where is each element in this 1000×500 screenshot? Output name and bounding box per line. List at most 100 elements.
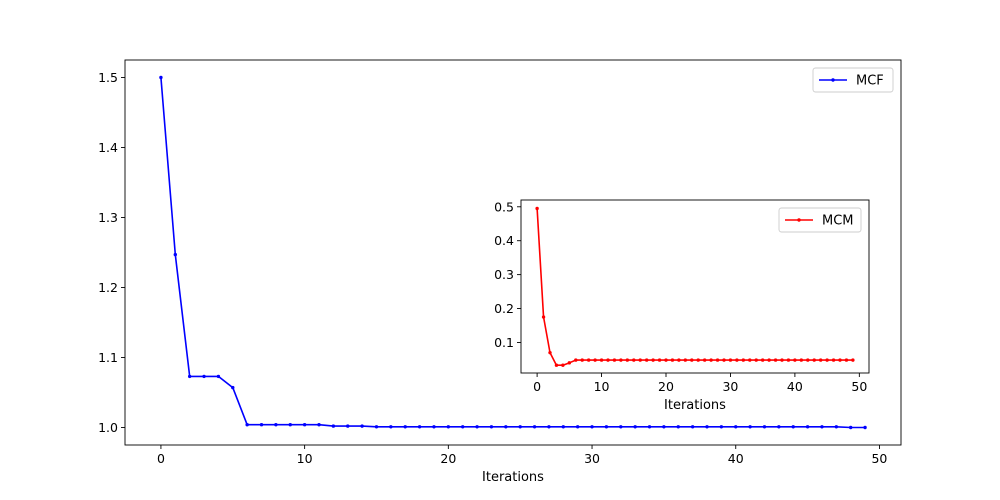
x-tick-label: 20 bbox=[440, 451, 456, 466]
data-point bbox=[632, 358, 636, 362]
data-point bbox=[202, 374, 206, 379]
data-point bbox=[259, 423, 264, 427]
data-point bbox=[612, 358, 617, 362]
data-point bbox=[331, 424, 336, 428]
data-point bbox=[793, 358, 797, 362]
data-point bbox=[741, 358, 746, 362]
data-point bbox=[599, 358, 604, 362]
x-axis-label: Iterations bbox=[664, 398, 726, 413]
data-point bbox=[760, 358, 765, 362]
data-point bbox=[709, 358, 713, 362]
data-point bbox=[288, 423, 292, 427]
data-point bbox=[825, 358, 829, 362]
data-point bbox=[302, 423, 307, 427]
data-point bbox=[791, 425, 795, 429]
y-tick-label: 0.4 bbox=[494, 233, 514, 248]
data-point bbox=[719, 425, 724, 429]
data-point bbox=[799, 358, 804, 362]
data-point bbox=[696, 358, 700, 362]
legend-box bbox=[812, 67, 894, 93]
legend-label: MCF bbox=[856, 74, 884, 89]
data-point bbox=[806, 358, 810, 362]
data-point bbox=[844, 358, 849, 362]
data-point bbox=[548, 350, 552, 355]
data-point bbox=[317, 423, 321, 427]
data-point bbox=[606, 358, 610, 362]
x-tick-label: 40 bbox=[787, 379, 803, 394]
data-point bbox=[670, 358, 675, 362]
data-point bbox=[518, 425, 522, 429]
x-tick-label: 0 bbox=[533, 379, 541, 394]
data-point bbox=[586, 358, 591, 362]
y-tick-label: 0.1 bbox=[494, 335, 514, 350]
y-tick-label: 0.5 bbox=[494, 199, 514, 214]
data-point bbox=[475, 425, 479, 429]
data-point bbox=[748, 358, 752, 362]
data-point bbox=[734, 425, 738, 429]
data-point bbox=[561, 425, 565, 429]
data-point bbox=[561, 363, 565, 367]
x-tick-label: 10 bbox=[594, 379, 610, 394]
data-point bbox=[417, 425, 422, 429]
data-point bbox=[762, 425, 767, 429]
data-point bbox=[593, 358, 597, 362]
legend-marker bbox=[831, 78, 835, 82]
data-point bbox=[580, 358, 584, 362]
y-tick-label: 1.1 bbox=[98, 350, 118, 365]
data-point bbox=[851, 358, 855, 362]
data-point bbox=[619, 425, 623, 429]
data-point bbox=[619, 358, 623, 362]
data-point bbox=[683, 358, 688, 362]
legend: MCF bbox=[812, 67, 894, 93]
data-point bbox=[231, 385, 235, 390]
data-point bbox=[849, 425, 853, 430]
data-point bbox=[187, 374, 192, 379]
data-point bbox=[657, 358, 662, 362]
x-axis-label: Iterations bbox=[482, 470, 544, 485]
data-point bbox=[728, 358, 733, 362]
data-point bbox=[389, 425, 393, 429]
series-line-mcf bbox=[160, 77, 866, 429]
data-point bbox=[532, 425, 537, 429]
data-point bbox=[245, 423, 249, 427]
data-point bbox=[812, 358, 816, 362]
data-point bbox=[625, 358, 630, 362]
data-point bbox=[831, 358, 836, 362]
data-point bbox=[173, 252, 177, 257]
data-point bbox=[446, 425, 451, 429]
data-point bbox=[644, 358, 649, 362]
data-point bbox=[818, 358, 823, 362]
x-tick-label: 50 bbox=[851, 379, 867, 394]
y-tick-label: 1.4 bbox=[98, 140, 118, 155]
data-point bbox=[722, 358, 726, 362]
x-tick-label: 40 bbox=[728, 451, 744, 466]
y-tick-label: 0.3 bbox=[494, 267, 514, 282]
data-point bbox=[274, 423, 278, 427]
data-point bbox=[216, 374, 221, 379]
y-tick-label: 1.2 bbox=[98, 280, 118, 295]
y-tick-label: 0.2 bbox=[494, 301, 514, 316]
data-point bbox=[748, 425, 752, 429]
x-tick-label: 30 bbox=[584, 451, 600, 466]
inset-chart: 0 10 20 30 40 50 0.1 0.2 0.3 0.4 0.5 Iterations MCM bbox=[494, 199, 870, 413]
data-point bbox=[604, 425, 609, 429]
data-point bbox=[346, 424, 350, 428]
legend: MCM bbox=[778, 207, 862, 233]
x-tick-label: 50 bbox=[871, 451, 887, 466]
data-point bbox=[677, 358, 681, 362]
data-point bbox=[360, 424, 364, 428]
data-point bbox=[820, 425, 824, 429]
data-point bbox=[159, 75, 163, 80]
x-tick-label: 20 bbox=[658, 379, 674, 394]
data-point bbox=[575, 425, 580, 429]
data-point bbox=[838, 358, 842, 362]
data-point bbox=[863, 425, 867, 430]
data-point bbox=[690, 358, 694, 362]
data-point bbox=[767, 358, 771, 362]
data-point bbox=[535, 206, 539, 211]
data-point bbox=[633, 425, 637, 429]
x-tick-label: 0 bbox=[157, 451, 165, 466]
y-tick-label: 1.5 bbox=[98, 70, 118, 85]
legend-marker bbox=[797, 218, 801, 222]
